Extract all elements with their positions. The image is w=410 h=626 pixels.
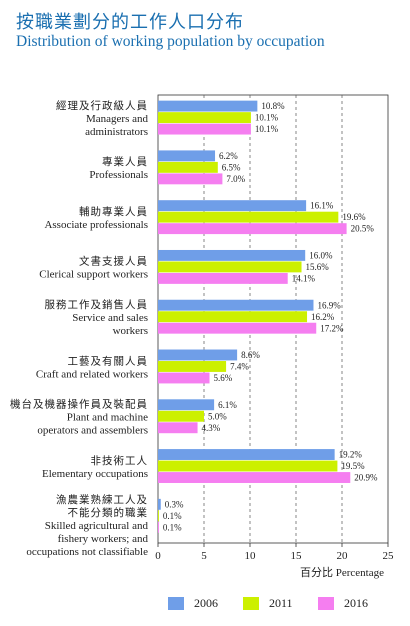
category-label-zh: 非技術工人 bbox=[91, 454, 149, 467]
data-label: 7.0% bbox=[226, 174, 245, 184]
data-label: 19.5% bbox=[341, 461, 365, 471]
bar-2006 bbox=[158, 200, 307, 212]
category-label-en: Craft and related workers bbox=[36, 368, 148, 380]
data-label: 5.6% bbox=[214, 373, 233, 383]
data-label: 10.8% bbox=[261, 101, 285, 111]
category-label-en: fishery workers; and bbox=[58, 533, 149, 545]
data-label: 16.0% bbox=[309, 250, 333, 260]
bar-2016 bbox=[158, 372, 210, 384]
category-label-en: Skilled agricultural and bbox=[45, 520, 149, 532]
bar-2016 bbox=[158, 322, 317, 334]
legend: 2006 2011 2016 bbox=[0, 596, 410, 616]
data-label: 4.3% bbox=[202, 423, 221, 433]
category-label-en: administrators bbox=[85, 126, 148, 138]
data-label: 10.1% bbox=[255, 124, 279, 134]
data-label: 0.1% bbox=[163, 511, 182, 521]
category-label-zh: 機台及機器操作員及裝配員 bbox=[10, 398, 148, 411]
bar-2006 bbox=[158, 349, 238, 361]
data-label: 19.6% bbox=[342, 212, 366, 222]
chart-title-chinese: 按職業劃分的工作人口分布 bbox=[16, 12, 244, 33]
category-label-zh: 不能分類的職業 bbox=[68, 506, 149, 519]
bar-chart: 0 5 10 15 20 25 百分比 Percentage 10.8% 10.1%10.1% 經… bbox=[10, 94, 395, 579]
bar-2011 bbox=[158, 112, 251, 124]
category-label-zh: 工藝及有關人員 bbox=[68, 354, 149, 367]
category-label-zh: 文書支援人員 bbox=[79, 255, 148, 268]
legend-swatch-2016 bbox=[318, 597, 334, 610]
bar-2016 bbox=[158, 123, 251, 135]
x-tick-label: 0 bbox=[155, 550, 161, 562]
category-label-en: Elementary occupations bbox=[42, 468, 148, 480]
category-label-en: Professionals bbox=[89, 169, 148, 181]
legend-item-2006: 2006 bbox=[168, 596, 218, 611]
category-label-zh: 服務工作及銷售人員 bbox=[45, 298, 149, 311]
data-label: 16.1% bbox=[310, 201, 334, 211]
bar-2011 bbox=[158, 410, 204, 422]
bar-2011 bbox=[158, 460, 338, 472]
legend-label-2016: 2016 bbox=[344, 596, 368, 610]
bar-2016 bbox=[158, 422, 198, 434]
x-tick-label: 15 bbox=[291, 550, 303, 562]
x-tick-label: 25 bbox=[383, 550, 395, 562]
legend-label-2006: 2006 bbox=[194, 596, 218, 610]
data-label: 14.1% bbox=[292, 273, 316, 283]
category-label-en: Clerical support workers bbox=[39, 269, 148, 281]
data-label: 6.2% bbox=[219, 151, 238, 161]
bar-2006 bbox=[158, 449, 335, 460]
bar-2011 bbox=[158, 311, 308, 323]
legend-label-2011: 2011 bbox=[269, 596, 293, 610]
bar-2016 bbox=[158, 472, 351, 483]
data-label: 19.2% bbox=[339, 450, 363, 460]
data-label: 16.2% bbox=[311, 312, 335, 322]
bar-2006 bbox=[158, 150, 216, 162]
data-label: 0.1% bbox=[163, 522, 182, 532]
legend-swatch-2011 bbox=[243, 597, 259, 610]
bar-2011 bbox=[158, 261, 302, 273]
bar-2006 bbox=[158, 498, 161, 510]
bar-2016 bbox=[158, 223, 347, 235]
x-tick-label: 5 bbox=[201, 550, 207, 562]
category-label-zh: 漁農業熟練工人及 bbox=[56, 493, 148, 506]
bar-2011 bbox=[158, 161, 218, 173]
bar-2006 bbox=[158, 299, 314, 311]
category-label-zh: 經理及行政級人員 bbox=[56, 99, 148, 112]
category-label-en: workers bbox=[113, 325, 148, 337]
bar-2016 bbox=[158, 521, 159, 533]
data-label: 0.3% bbox=[165, 499, 184, 509]
category-label-en: Plant and machine bbox=[67, 412, 148, 424]
data-label: 6.5% bbox=[222, 162, 241, 172]
x-axis-label: 百分比 Percentage bbox=[300, 566, 384, 579]
category-label-en: Managers and bbox=[86, 113, 149, 125]
data-label: 5.0% bbox=[208, 411, 227, 421]
x-tick-label: 10 bbox=[245, 550, 257, 562]
x-tick-label: 20 bbox=[337, 550, 349, 562]
bar-2006 bbox=[158, 100, 258, 112]
chart-title-english: Distribution of working population by oc… bbox=[16, 33, 325, 50]
bar-2016 bbox=[158, 272, 288, 284]
data-label: 15.6% bbox=[306, 262, 330, 272]
bar-2011 bbox=[158, 211, 339, 223]
category-label-en: Associate professionals bbox=[44, 219, 148, 231]
bar-2006 bbox=[158, 249, 306, 261]
bar-2016 bbox=[158, 173, 223, 185]
category-label-en: operators and assemblers bbox=[37, 425, 148, 437]
legend-swatch-2006 bbox=[168, 597, 184, 610]
category-label-en: occupations not classifiable bbox=[26, 546, 148, 558]
data-label: 20.9% bbox=[354, 473, 378, 483]
legend-item-2016: 2016 bbox=[318, 596, 368, 611]
category-label-en: Service and sales bbox=[72, 312, 148, 324]
bar-2006 bbox=[158, 399, 215, 411]
data-label: 8.6% bbox=[241, 350, 260, 360]
bar-2011 bbox=[158, 361, 227, 372]
category-label-zh: 專業人員 bbox=[102, 155, 148, 168]
data-label: 16.9% bbox=[317, 300, 341, 310]
category-label-zh: 輔助專業人員 bbox=[79, 205, 148, 218]
bar-2011 bbox=[158, 510, 159, 522]
data-label: 6.1% bbox=[218, 400, 237, 410]
data-label: 20.5% bbox=[351, 224, 375, 234]
data-label: 7.4% bbox=[230, 362, 249, 372]
data-label: 17.2% bbox=[320, 323, 344, 333]
data-label: 10.1% bbox=[255, 113, 279, 123]
legend-item-2011: 2011 bbox=[243, 596, 293, 611]
